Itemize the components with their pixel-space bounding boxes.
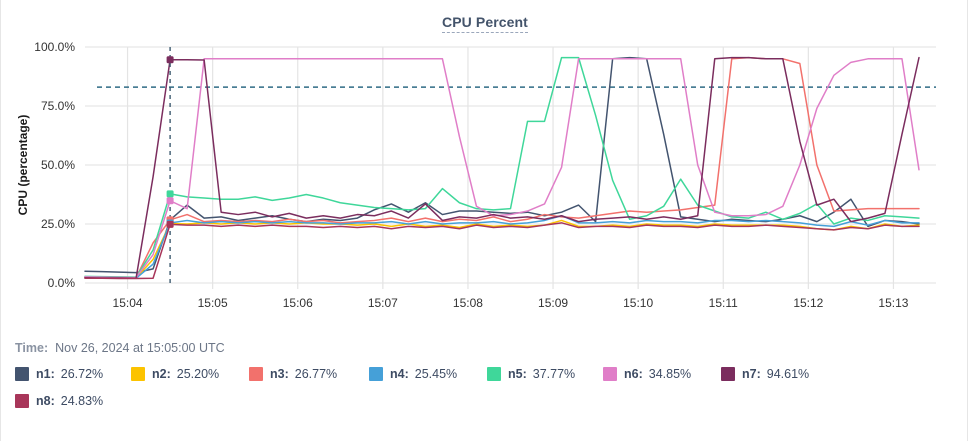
legend-series-value: 37.77% bbox=[532, 367, 576, 381]
legend-series-value: 34.85% bbox=[648, 367, 692, 381]
legend-series-value: 26.72% bbox=[60, 367, 104, 381]
time-label: Time: bbox=[15, 341, 49, 355]
legend-swatch-icon bbox=[721, 367, 735, 381]
legend-series-name: n4: bbox=[390, 367, 409, 381]
y-tick-label: 75.0% bbox=[41, 99, 75, 113]
legend-series-name: n3: bbox=[270, 367, 289, 381]
time-value: Nov 26, 2024 at 15:05:00 UTC bbox=[55, 341, 225, 355]
legend-item-n8[interactable]: n8: 24.83% bbox=[15, 393, 133, 409]
x-tick-label: 15:05 bbox=[198, 296, 228, 310]
x-tick-label: 15:11 bbox=[709, 296, 738, 310]
series-line-n2 bbox=[84, 219, 920, 279]
legend-item-n4[interactable]: n4: 25.45% bbox=[369, 366, 487, 382]
cursor-marker-n5 bbox=[166, 190, 174, 198]
x-tick-label: 15:04 bbox=[113, 296, 143, 310]
legend-item-n5[interactable]: n5: 37.77% bbox=[487, 366, 603, 382]
legend-series-name: n1: bbox=[36, 367, 55, 381]
legend-swatch-icon bbox=[603, 367, 617, 381]
y-tick-label: 100.0% bbox=[34, 40, 75, 54]
x-tick-label: 15:12 bbox=[793, 296, 823, 310]
legend-swatch-icon bbox=[487, 367, 501, 381]
legend-swatch-icon bbox=[15, 394, 29, 408]
cursor-marker-n8 bbox=[166, 220, 174, 228]
series-line-n4 bbox=[84, 214, 920, 280]
x-tick-label: 15:06 bbox=[283, 296, 313, 310]
legend-item-n1[interactable]: n1: 26.72% bbox=[15, 366, 131, 382]
legend-swatch-icon bbox=[15, 367, 29, 381]
x-tick-label: 15:07 bbox=[368, 296, 398, 310]
chart-readout: Time: Nov 26, 2024 at 15:05:00 UTC n1: 26… bbox=[15, 341, 955, 409]
legend-series-name: n5: bbox=[508, 367, 527, 381]
cursor-marker-n6 bbox=[166, 197, 174, 205]
x-tick-label: 15:10 bbox=[623, 296, 653, 310]
time-row: Time: Nov 26, 2024 at 15:05:00 UTC bbox=[15, 341, 955, 355]
cpu-percent-line-chart[interactable]: 0.0% 25.0% 50.0% 75.0% 100.0% 15:04 15:05 15:06… bbox=[1, 0, 968, 320]
legend-item-n6[interactable]: n6: 34.85% bbox=[603, 366, 721, 382]
chart-plot-area[interactable]: 0.0% 25.0% 50.0% 75.0% 100.0% 15:04 15:05 15:06… bbox=[1, 0, 968, 320]
legend-item-n7[interactable]: n7: 94.61% bbox=[721, 366, 841, 382]
legend-series-value: 94.61% bbox=[766, 367, 810, 381]
legend-series-name: n7: bbox=[742, 367, 761, 381]
series-line-n1 bbox=[84, 56, 920, 274]
legend-series-value: 26.77% bbox=[294, 367, 338, 381]
legend-item-n3[interactable]: n3: 26.77% bbox=[249, 366, 369, 382]
chart-title-text: CPU Percent bbox=[442, 14, 528, 33]
series-line-n3 bbox=[84, 56, 920, 279]
legend-series-name: n6: bbox=[624, 367, 643, 381]
page-title: CPU Percent bbox=[1, 14, 968, 33]
legend-swatch-icon bbox=[369, 367, 383, 381]
x-tick-label: 15:08 bbox=[453, 296, 483, 310]
legend-swatch-icon bbox=[249, 367, 263, 381]
x-tick-label: 15:09 bbox=[538, 296, 568, 310]
y-axis-label: CPU (percentage) bbox=[16, 115, 30, 216]
x-tick-label: 15:13 bbox=[878, 296, 908, 310]
legend-series-value: 25.45% bbox=[414, 367, 458, 381]
legend-item-n2[interactable]: n2: 25.20% bbox=[131, 366, 249, 382]
legend-swatch-icon bbox=[131, 367, 145, 381]
series-line-n8 bbox=[84, 222, 920, 280]
y-tick-label: 0.0% bbox=[48, 276, 76, 290]
legend-series-value: 25.20% bbox=[176, 367, 220, 381]
series-line-n6 bbox=[84, 58, 920, 279]
series-line-n5 bbox=[84, 56, 920, 278]
legend[interactable]: n1: 26.72% n2: 25.20% n3: 26.77% n4: 25.45% n5: 3… bbox=[15, 366, 955, 409]
legend-series-value: 24.83% bbox=[60, 394, 104, 408]
y-tick-label: 50.0% bbox=[41, 158, 75, 172]
legend-series-name: n2: bbox=[152, 367, 171, 381]
cursor-marker-n7 bbox=[166, 56, 174, 64]
y-tick-label: 25.0% bbox=[41, 217, 75, 231]
legend-series-name: n8: bbox=[36, 394, 55, 408]
series-line-n7 bbox=[84, 56, 920, 280]
